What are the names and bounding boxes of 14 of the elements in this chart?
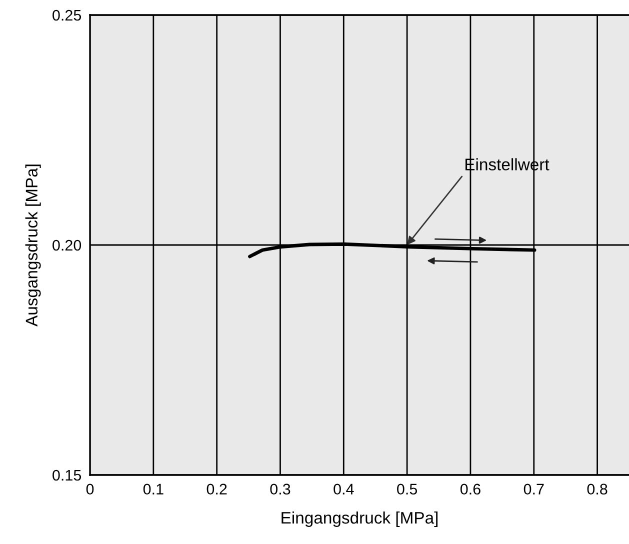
x-tick-label: 0.6: [460, 484, 480, 495]
x-tick-label: 0.2: [206, 484, 227, 495]
x-tick-label: 0.8: [587, 484, 608, 495]
y-tick-label: 0.20: [52, 240, 82, 251]
x-tick-label: 0.3: [270, 484, 290, 495]
y-tick-label: 0.15: [52, 470, 82, 481]
x-tick-label: 0.4: [334, 484, 354, 495]
x-tick-label: 0.1: [143, 484, 164, 495]
x-axis-title: Eingangsdruck [MPa]: [282, 511, 438, 527]
x-tick-label: 0: [86, 484, 94, 495]
x-tick-label: 0.5: [397, 484, 418, 495]
y-axis-title: Ausgangsdruck [MPa]: [25, 164, 41, 326]
y-tick-label: 0.25: [52, 10, 82, 21]
x-tick-label: 0.7: [524, 484, 544, 495]
